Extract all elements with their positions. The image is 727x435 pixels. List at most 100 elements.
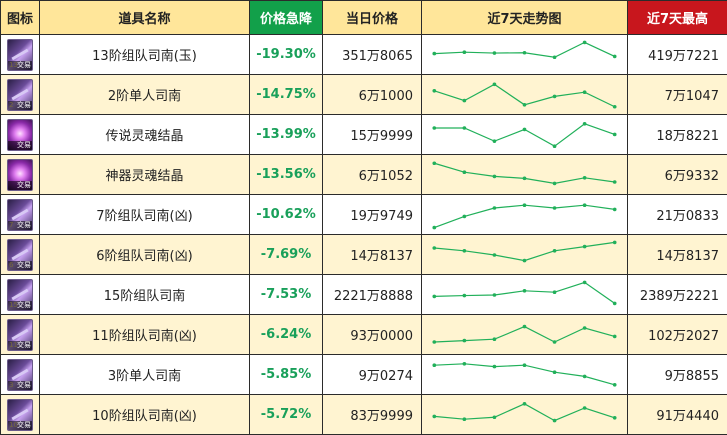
sparkline-point bbox=[553, 55, 557, 59]
item-name[interactable]: 11阶组队司南(凶) bbox=[40, 315, 250, 355]
today-price-value: 6万1000 bbox=[323, 75, 422, 115]
trend-sparkline bbox=[422, 36, 627, 74]
sparkline-point bbox=[523, 127, 527, 131]
table-row[interactable]: 2 交易 2阶单人司南 -14.75% 6万1000 7万1047 bbox=[1, 75, 727, 115]
table-row[interactable]: 交易 传说灵魂结晶 -13.99% 15万9999 18万8221 bbox=[1, 115, 727, 155]
item-name[interactable]: 15阶组队司南 bbox=[40, 275, 250, 315]
price-drop-value: -7.69% bbox=[250, 235, 323, 275]
trade-tag: 交易 bbox=[8, 261, 32, 270]
trend-cell bbox=[422, 275, 628, 315]
sparkline-point bbox=[613, 104, 617, 108]
sparkline-point bbox=[523, 103, 527, 107]
sparkline-point bbox=[553, 290, 557, 294]
item-name[interactable]: 神器灵魂结晶 bbox=[40, 155, 250, 195]
sparkline-point bbox=[523, 289, 527, 293]
sparkline-point bbox=[463, 293, 467, 297]
sparkline-point bbox=[523, 258, 527, 262]
trend-sparkline bbox=[422, 356, 627, 394]
table-row[interactable]: 6 交易 6阶组队司南(凶) -7.69% 14万8137 14万8137 bbox=[1, 235, 727, 275]
trade-tag: 交易 bbox=[8, 221, 32, 230]
sparkline-path bbox=[434, 123, 614, 145]
header-icon: 图标 bbox=[1, 1, 40, 35]
sparkline-point bbox=[463, 249, 467, 253]
7day-high-value: 7万1047 bbox=[628, 75, 727, 115]
sparkline-point bbox=[463, 417, 467, 421]
header-item-name: 道具名称 bbox=[40, 1, 250, 35]
7day-high-value: 21万0833 bbox=[628, 195, 727, 235]
sparkline-point bbox=[613, 207, 617, 211]
sparkline-point bbox=[493, 293, 497, 297]
table-row[interactable]: 7 交易 7阶组队司南(凶) -10.62% 19万9749 21万0833 bbox=[1, 195, 727, 235]
sparkline-path bbox=[434, 163, 614, 183]
sparkline-point bbox=[463, 338, 467, 342]
table-row[interactable]: 13 交易 13阶组队司南(玉) -19.30% 351万8065 419万72… bbox=[1, 35, 727, 75]
sparkline-point bbox=[463, 98, 467, 102]
sparkline-point bbox=[553, 249, 557, 253]
item-name[interactable]: 2阶单人司南 bbox=[40, 75, 250, 115]
item-name[interactable]: 13阶组队司南(玉) bbox=[40, 35, 250, 75]
sparkline-point bbox=[553, 94, 557, 98]
trade-tag: 交易 bbox=[8, 341, 32, 350]
sparkline-point bbox=[613, 132, 617, 136]
sparkline-point bbox=[463, 214, 467, 218]
compass-item-icon: 13 交易 bbox=[7, 39, 33, 71]
sparkline-path bbox=[434, 205, 614, 227]
header-7day-trend: 近7天走势图 bbox=[422, 1, 628, 35]
today-price-value: 14万8137 bbox=[323, 235, 422, 275]
sparkline-point bbox=[583, 244, 587, 248]
price-drop-value: -5.72% bbox=[250, 395, 323, 435]
item-name[interactable]: 6阶组队司南(凶) bbox=[40, 235, 250, 275]
header-price-drop: 价格急降 bbox=[250, 1, 323, 35]
sparkline-point bbox=[583, 122, 587, 126]
sparkline-path bbox=[434, 242, 614, 260]
trade-tag: 交易 bbox=[8, 381, 32, 390]
item-name[interactable]: 3阶单人司南 bbox=[40, 355, 250, 395]
sparkline-point bbox=[463, 50, 467, 54]
item-name[interactable]: 7阶组队司南(凶) bbox=[40, 195, 250, 235]
7day-high-value: 102万2027 bbox=[628, 315, 727, 355]
table-row[interactable]: 11 交易 11阶组队司南(凶) -6.24% 93万0000 102万2027 bbox=[1, 315, 727, 355]
sparkline-point bbox=[432, 246, 436, 250]
price-drop-value: -13.56% bbox=[250, 155, 323, 195]
7day-high-value: 18万8221 bbox=[628, 115, 727, 155]
trend-sparkline bbox=[422, 116, 627, 154]
trend-sparkline bbox=[422, 156, 627, 194]
compass-item-icon: 10 交易 bbox=[7, 399, 33, 431]
sparkline-path bbox=[434, 326, 614, 341]
compass-item-icon: 15 交易 bbox=[7, 279, 33, 311]
sparkline-point bbox=[613, 180, 617, 184]
table-row[interactable]: 3 交易 3阶单人司南 -5.85% 9万0274 9万8855 bbox=[1, 355, 727, 395]
trend-cell bbox=[422, 355, 628, 395]
sparkline-point bbox=[523, 363, 527, 367]
item-name[interactable]: 10阶组队司南(凶) bbox=[40, 395, 250, 435]
sparkline-point bbox=[432, 340, 436, 344]
7day-high-value: 14万8137 bbox=[628, 235, 727, 275]
compass-item-icon: 2 交易 bbox=[7, 79, 33, 111]
compass-item-icon: 6 交易 bbox=[7, 239, 33, 271]
sparkline-point bbox=[463, 126, 467, 130]
price-drop-value: -7.53% bbox=[250, 275, 323, 315]
today-price-value: 93万0000 bbox=[323, 315, 422, 355]
trend-cell bbox=[422, 75, 628, 115]
table-row[interactable]: 10 交易 10阶组队司南(凶) -5.72% 83万9999 91万4440 bbox=[1, 395, 727, 435]
compass-item-icon: 7 交易 bbox=[7, 199, 33, 231]
sparkline-point bbox=[432, 225, 436, 229]
sparkline-point bbox=[432, 89, 436, 93]
trade-tag: 交易 bbox=[8, 61, 32, 70]
table-row[interactable]: 15 交易 15阶组队司南 -7.53% 2221万8888 2389万2221 bbox=[1, 275, 727, 315]
sparkline-path bbox=[434, 42, 614, 57]
sparkline-point bbox=[523, 50, 527, 54]
trade-tag: 交易 bbox=[8, 141, 32, 150]
icon-cell: 交易 bbox=[1, 115, 40, 155]
trade-tag: 交易 bbox=[8, 301, 32, 310]
trend-cell bbox=[422, 235, 628, 275]
item-name[interactable]: 传说灵魂结晶 bbox=[40, 115, 250, 155]
today-price-value: 351万8065 bbox=[323, 35, 422, 75]
table-row[interactable]: 交易 神器灵魂结晶 -13.56% 6万1052 6万9332 bbox=[1, 155, 727, 195]
today-price-value: 83万9999 bbox=[323, 395, 422, 435]
today-price-value: 15万9999 bbox=[323, 115, 422, 155]
trend-sparkline bbox=[422, 236, 627, 274]
sparkline-point bbox=[583, 406, 587, 410]
trend-sparkline bbox=[422, 396, 627, 434]
